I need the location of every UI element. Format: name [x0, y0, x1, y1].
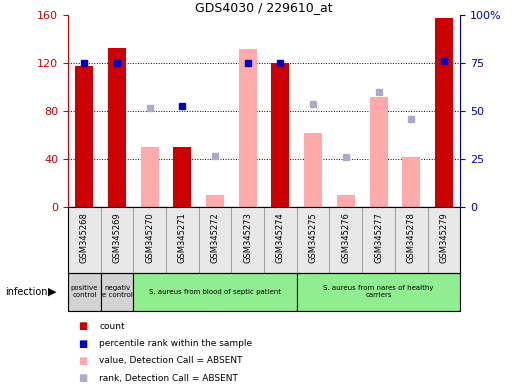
Text: positive
control: positive control: [71, 285, 98, 298]
Text: GSM345277: GSM345277: [374, 213, 383, 263]
Text: ■: ■: [78, 339, 88, 349]
Bar: [108, 48, 126, 207]
Text: GSM345273: GSM345273: [243, 213, 252, 263]
Title: GDS4030 / 229610_at: GDS4030 / 229610_at: [195, 1, 333, 14]
Bar: [133, 273, 297, 311]
Text: negativ
e control: negativ e control: [101, 285, 132, 298]
Text: GSM345269: GSM345269: [112, 213, 121, 263]
Text: GSM345272: GSM345272: [211, 213, 220, 263]
Bar: [435, 18, 453, 207]
Text: GSM345271: GSM345271: [178, 213, 187, 263]
Bar: [239, 49, 257, 207]
Text: value, Detection Call = ABSENT: value, Detection Call = ABSENT: [99, 356, 243, 366]
Text: ■: ■: [78, 373, 88, 383]
Text: infection: infection: [5, 287, 48, 297]
Text: ■: ■: [78, 356, 88, 366]
Text: GSM345274: GSM345274: [276, 213, 285, 263]
Bar: [75, 66, 93, 207]
Text: ▶: ▶: [48, 287, 56, 297]
Text: GSM345279: GSM345279: [439, 213, 448, 263]
Text: S. aureus from nares of healthy
carriers: S. aureus from nares of healthy carriers: [323, 285, 434, 298]
Text: GSM345268: GSM345268: [80, 213, 89, 263]
Text: GSM345278: GSM345278: [407, 213, 416, 263]
Bar: [68, 273, 100, 311]
Text: ■: ■: [78, 321, 88, 331]
Text: GSM345270: GSM345270: [145, 213, 154, 263]
Bar: [141, 147, 158, 207]
Bar: [402, 157, 420, 207]
Bar: [370, 97, 388, 207]
Text: rank, Detection Call = ABSENT: rank, Detection Call = ABSENT: [99, 374, 238, 383]
Bar: [174, 147, 191, 207]
Bar: [271, 63, 289, 207]
Bar: [337, 195, 355, 207]
Text: GSM345276: GSM345276: [342, 213, 350, 263]
Bar: [206, 195, 224, 207]
Bar: [100, 273, 133, 311]
Text: GSM345275: GSM345275: [309, 213, 317, 263]
Text: count: count: [99, 322, 125, 331]
Text: percentile rank within the sample: percentile rank within the sample: [99, 339, 253, 348]
Text: S. aureus from blood of septic patient: S. aureus from blood of septic patient: [149, 289, 281, 295]
Bar: [304, 133, 322, 207]
Bar: [297, 273, 460, 311]
